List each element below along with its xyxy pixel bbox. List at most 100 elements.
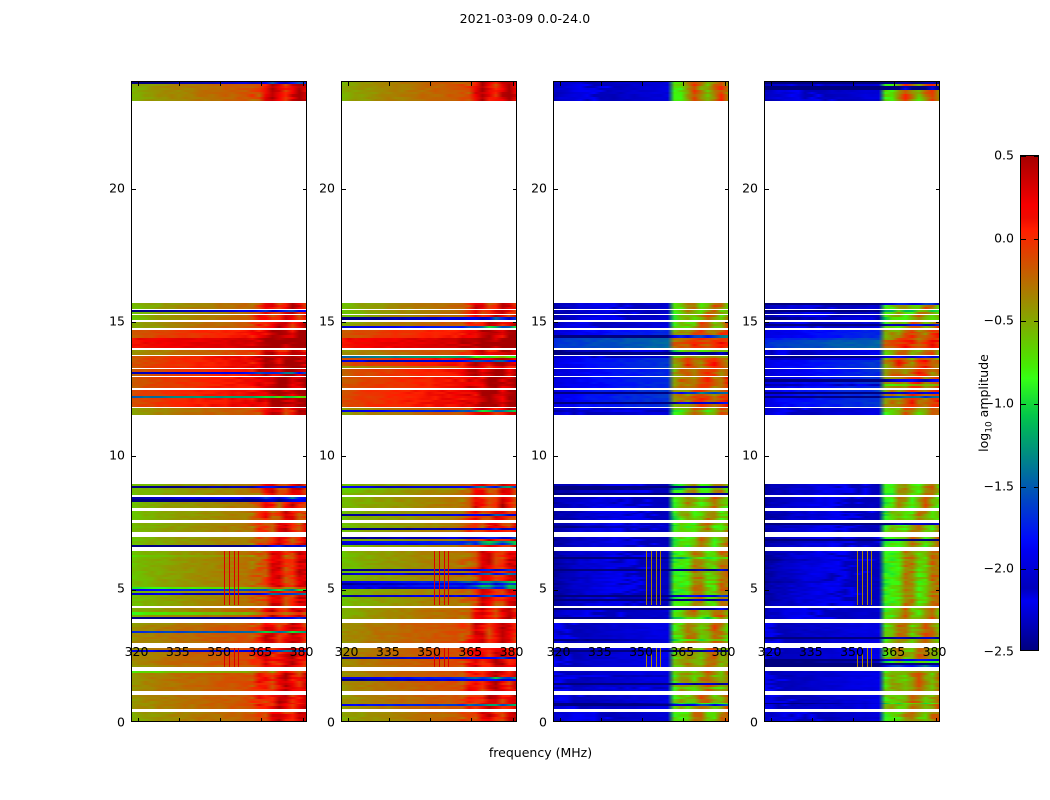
heatmap-scan-row: [132, 537, 306, 540]
heatmap-scan-row: [342, 614, 516, 618]
heatmap-scan-row: [765, 684, 939, 688]
heatmap-scan-row: [554, 610, 728, 613]
y-tick-label: 20: [742, 180, 758, 196]
heatmap-scan-row: [342, 684, 516, 688]
heatmap-scan-row: [765, 325, 939, 329]
heatmap-scan-row: [132, 597, 306, 600]
heatmap-scan-row: [554, 583, 728, 586]
heatmap-scan-row: [132, 381, 306, 385]
heatmap-scan-row: [132, 398, 306, 401]
x-tick: [347, 82, 349, 86]
y-tick: [342, 589, 346, 591]
heatmap-scan-row: [342, 391, 516, 395]
x-tick-label: 365: [458, 644, 483, 659]
heatmap-scan-row: [554, 514, 728, 517]
x-tick-label: 335: [587, 644, 612, 659]
x-tick-label: 365: [248, 644, 273, 659]
heatmap-scan-row: [765, 402, 939, 405]
y-tick-label: 5: [117, 580, 125, 596]
heatmap-scan-row: [342, 490, 516, 493]
heatmap-scan-row: [765, 488, 939, 491]
heatmap-scan-row: [342, 591, 516, 594]
heatmap-scan-row: [765, 674, 939, 678]
heatmap-scan-row: [132, 678, 306, 682]
heatmap-scan-row: [554, 704, 728, 707]
heatmap-scan-row: [765, 363, 939, 367]
heatmap-scan-row: [765, 315, 939, 318]
heatmap-scan-row: [554, 581, 728, 584]
heatmap-scan-row: [554, 98, 728, 102]
heatmap-scan-row: [765, 371, 939, 375]
heatmap-scan-row: [342, 686, 516, 690]
heatmap-scan-row: [132, 304, 306, 308]
heatmap-scan-row: [342, 503, 516, 507]
heatmap-scan-row: [342, 539, 516, 542]
x-tick: [600, 82, 602, 86]
heatmap-scan-row: [554, 393, 728, 397]
heatmap-scan-row: [342, 593, 516, 596]
heatmap-scan-row: [765, 483, 939, 487]
heatmap-scan-row: [342, 383, 516, 387]
heatmap-scan-row: [765, 407, 939, 411]
heatmap-scan-row: [765, 317, 939, 320]
heatmap-scan-row: [765, 593, 939, 596]
heatmap-scan-row: [554, 497, 728, 500]
heatmap-scan-row: [342, 608, 516, 611]
heatmap-scan-row: [132, 700, 306, 704]
x-tick: [853, 82, 854, 86]
x-tick: [559, 717, 561, 721]
heatmap-scan-row: [765, 369, 939, 372]
panel-xy[interactable]: XY, V4=EA05: [553, 81, 729, 722]
x-tick: [935, 82, 937, 86]
heatmap-scan-row: [765, 610, 939, 613]
x-tick: [935, 717, 937, 721]
heatmap-scan-row: [342, 562, 516, 566]
heatmap-scan-row: [765, 514, 939, 517]
y-tick: [724, 589, 728, 591]
panel-yy[interactable]: YY, V4=EA05: [341, 81, 517, 722]
heatmap-scan-row: [554, 560, 728, 564]
heatmap-scan-row: [765, 389, 939, 393]
heatmap-scan-row: [554, 379, 728, 382]
heatmap-scan-row: [342, 634, 516, 638]
heatmap-scan-row: [765, 311, 939, 314]
heatmap-scan-row: [342, 379, 516, 382]
heatmap-scan-row: [554, 672, 728, 676]
heatmap-scan-row: [765, 656, 939, 660]
heatmap-scan-row: [132, 564, 306, 568]
heatmap-scan-row: [132, 407, 306, 411]
y-tick: [554, 188, 558, 190]
heatmap-scan-row: [765, 612, 939, 615]
x-tick-label: 350: [629, 644, 653, 659]
heatmap-scan-row: [132, 488, 306, 491]
heatmap-scan-row: [765, 597, 939, 600]
heatmap-scan-row: [132, 672, 306, 676]
heatmap-scan-row: [342, 636, 516, 640]
heatmap-scan-row: [132, 402, 306, 405]
panel-xx[interactable]: XX, V4=EA05: [131, 81, 307, 722]
rfi-spike: [443, 550, 446, 606]
rfi-spike: [443, 648, 446, 667]
heatmap-scan-row: [554, 317, 728, 320]
panel-yx[interactable]: YX, V4=EA05: [764, 81, 940, 722]
heatmap-scan-row: [554, 357, 728, 361]
heatmap-scan-row: [765, 541, 939, 544]
heatmap-scan-row: [765, 342, 939, 345]
heatmap-scan-row: [132, 338, 306, 341]
heatmap-scan-row: [132, 512, 306, 515]
heatmap-scan-row: [554, 544, 728, 548]
colorbar[interactable]: [1020, 155, 1039, 651]
heatmap-scan-row: [554, 660, 728, 664]
heatmap-scan-row: [342, 323, 516, 327]
heatmap-scan-row: [342, 497, 516, 500]
heatmap-scan-row: [132, 571, 306, 574]
heatmap-scan-row: [554, 361, 728, 365]
heatmap-scan-row: [554, 597, 728, 600]
heatmap-scan-row: [132, 630, 306, 634]
heatmap-scan-row: [342, 373, 516, 377]
heatmap-scan-row: [342, 501, 516, 505]
heatmap-scan-row: [132, 349, 306, 353]
heatmap-scan-row: [132, 363, 306, 367]
heatmap-scan-row: [554, 400, 728, 403]
heatmap-scan-row: [554, 86, 728, 89]
